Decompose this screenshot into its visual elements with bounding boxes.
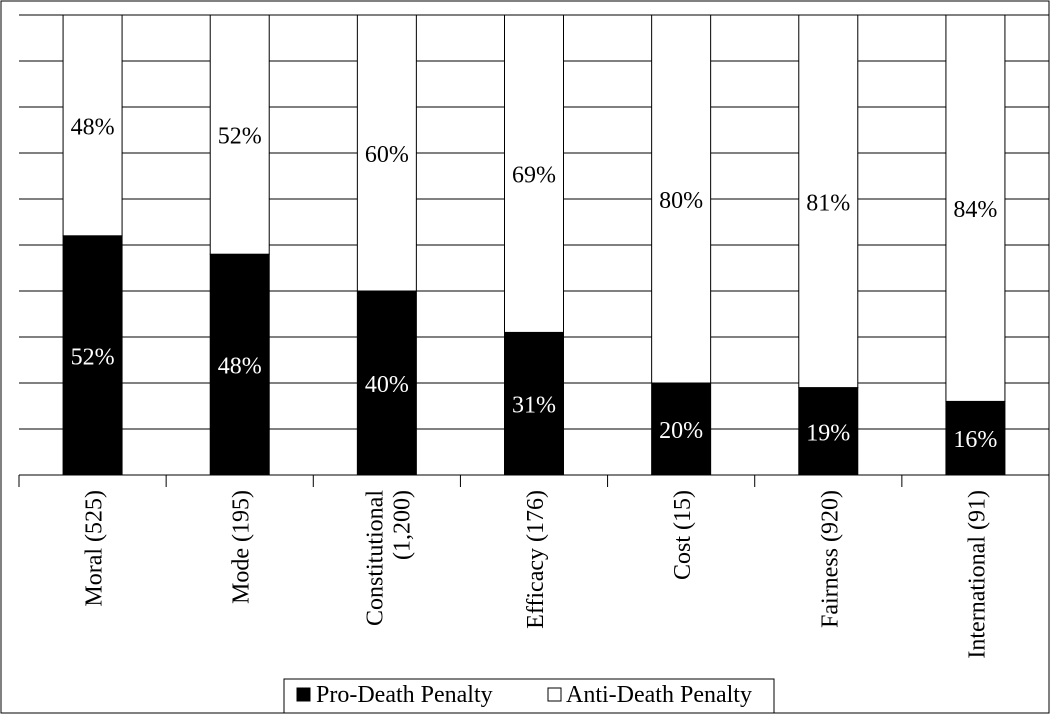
data-label-pro: 31% [512, 393, 556, 419]
data-label-anti: 48% [71, 114, 115, 140]
data-label-anti: 69% [512, 163, 556, 189]
x-tick-label-line: Efficacy (176) [523, 490, 549, 629]
x-tick-label: Mode (195) [229, 490, 255, 604]
x-axis: Moral (525) Mode (195) Constitutional (1,20… [18, 474, 1050, 659]
data-label-anti: 84% [953, 197, 997, 223]
data-label-anti: 80% [659, 188, 703, 214]
data-label-anti: 52% [218, 124, 262, 150]
legend-swatch-anti [547, 687, 562, 702]
data-label-anti: 81% [806, 190, 850, 216]
bar-anti [798, 14, 859, 389]
data-label-pro: 52% [71, 344, 115, 370]
bar-anti [504, 14, 564, 333]
bar-anti [356, 14, 417, 292]
x-tick-label: Moral (525) [82, 490, 108, 607]
x-tick-label-line: Constitutional [362, 490, 388, 626]
data-label-pro: 40% [365, 372, 409, 398]
x-tick-label: Fairness (920) [817, 490, 843, 628]
legend-label-anti: Anti-Death Penalty [566, 682, 752, 708]
x-tick-label: International (91) [964, 490, 990, 659]
data-label-pro: 20% [659, 418, 703, 444]
x-tick-label-line: Mode (195) [229, 490, 255, 604]
legend-box [283, 678, 775, 714]
x-tick-label: Efficacy (176) [523, 490, 549, 629]
bar-pro [651, 382, 712, 476]
data-label-pro: 48% [218, 354, 262, 380]
x-tick-label-line: Fairness (920) [817, 490, 843, 628]
bars [62, 14, 1006, 476]
x-tick-label-line: (1,200) [389, 490, 415, 560]
x-tick-label: Cost (15) [670, 490, 696, 580]
bar-anti [945, 14, 1006, 402]
data-label-pro: 19% [806, 420, 850, 446]
bar-anti [209, 14, 270, 255]
x-tick-label-line: Cost (15) [670, 490, 696, 580]
bar-anti [651, 14, 712, 384]
bar-pro [504, 331, 564, 476]
bar-pro [356, 290, 417, 476]
bar-pro [798, 387, 859, 476]
bar-pro [209, 253, 270, 476]
x-tick-label-line: Moral (525) [82, 490, 108, 607]
data-label-anti: 60% [365, 142, 409, 168]
x-tick-label-line: International (91) [964, 490, 990, 659]
legend-swatch-pro [296, 687, 311, 702]
x-tick-label: Constitutional (1,200) [362, 490, 415, 626]
data-label-pro: 16% [953, 427, 997, 453]
legend: Pro-Death Penalty Anti-Death Penalty [283, 678, 775, 714]
bar-pro [62, 235, 123, 476]
legend-label-pro: Pro-Death Penalty [316, 682, 493, 708]
bar-anti [62, 14, 123, 237]
data-labels: 52% 48% 48% 52% 40% 60% 31% 69% 20% 80% 19% 81% 16% 8… [71, 114, 998, 453]
